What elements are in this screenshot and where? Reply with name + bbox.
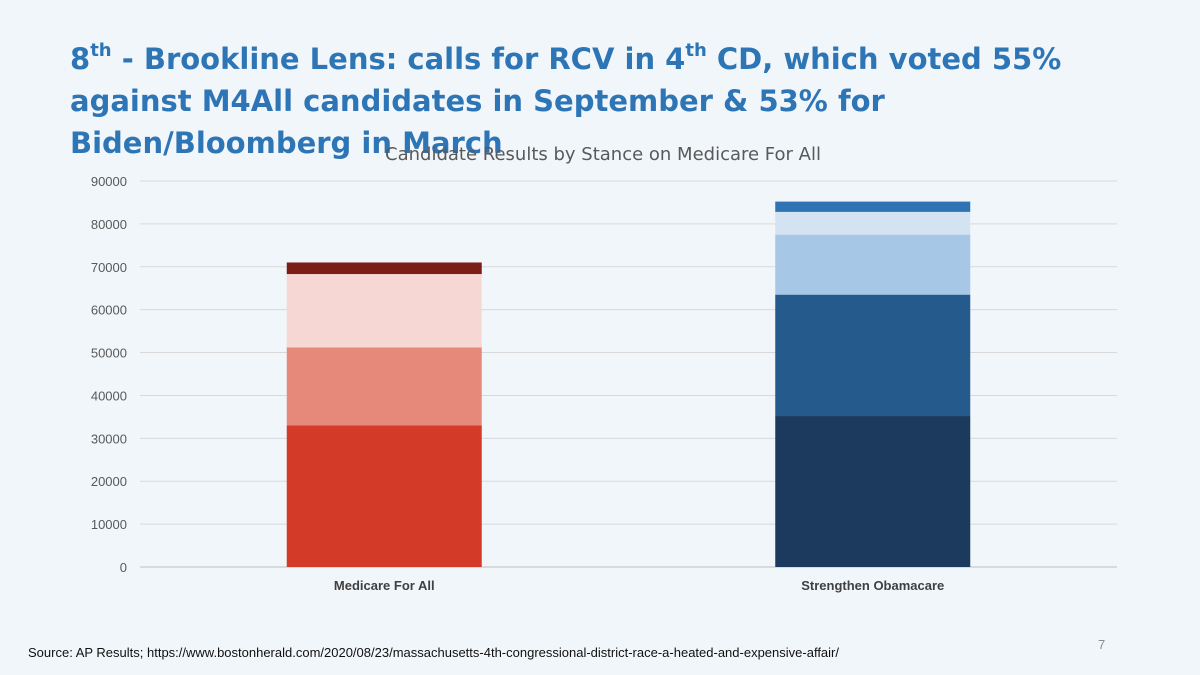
y-tick-label: 10000 bbox=[91, 517, 127, 532]
title-text: - Brookline Lens: calls for RCV in 4 bbox=[111, 42, 686, 76]
chart-bars bbox=[286, 201, 971, 567]
chart-gridlines bbox=[140, 180, 1117, 568]
y-tick-label: 40000 bbox=[91, 388, 127, 403]
bar-segment bbox=[775, 211, 971, 235]
title-text: 8 bbox=[70, 42, 91, 76]
bar-segment bbox=[286, 274, 482, 348]
bar-segment bbox=[286, 347, 482, 426]
bar-segment bbox=[775, 294, 971, 417]
slide-title: 8th - Brookline Lens: calls for RCV in 4… bbox=[70, 38, 1150, 164]
source-note: Source: AP Results; https://www.bostonhe… bbox=[28, 645, 839, 660]
y-tick-label: 60000 bbox=[91, 303, 127, 318]
bar-segment bbox=[775, 201, 971, 212]
title-text: CD, which voted 55% against M4All candid… bbox=[70, 42, 1062, 160]
y-tick-label: 90000 bbox=[91, 174, 127, 189]
title-superscript: th bbox=[685, 40, 707, 62]
x-category-label: Medicare For All bbox=[334, 578, 435, 593]
stacked-bar-chart: Candidate Results by Stance on Medicare … bbox=[91, 144, 1117, 593]
bar-segment bbox=[775, 234, 971, 295]
y-tick-label: 0 bbox=[120, 560, 127, 575]
bar-segment bbox=[286, 262, 482, 275]
y-tick-label: 80000 bbox=[91, 217, 127, 232]
x-axis-labels: Medicare For All Strengthen Obamacare bbox=[334, 578, 944, 593]
y-tick-label: 20000 bbox=[91, 474, 127, 489]
bar-segment bbox=[286, 425, 482, 567]
title-superscript: th bbox=[90, 40, 112, 62]
slide-number: 7 bbox=[1098, 637, 1106, 652]
bar-segment bbox=[775, 416, 971, 567]
x-category-label: Strengthen Obamacare bbox=[801, 578, 944, 593]
y-tick-label: 50000 bbox=[91, 346, 127, 361]
y-tick-label: 30000 bbox=[91, 431, 127, 446]
y-axis-ticks: 0 10000 20000 30000 40000 50000 60000 70000 8000… bbox=[91, 174, 127, 575]
chart-title: Candidate Results by Stance on Medicare … bbox=[385, 144, 821, 165]
y-tick-label: 70000 bbox=[91, 260, 127, 275]
